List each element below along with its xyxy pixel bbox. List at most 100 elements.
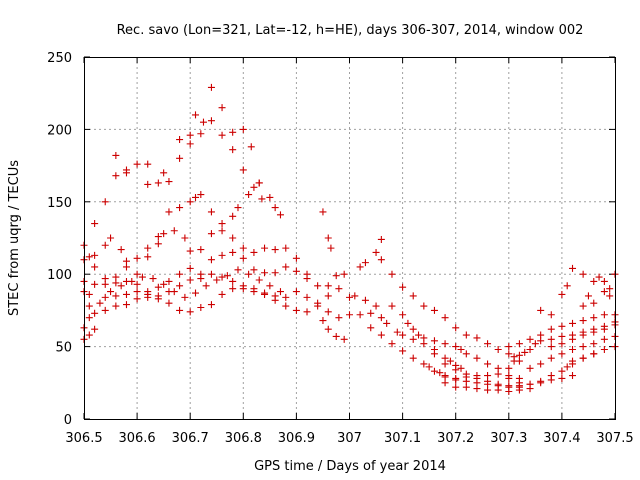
x-axis-label: GPS time / Days of year 2014 <box>254 459 446 474</box>
data-point <box>117 282 125 290</box>
data-point <box>122 301 130 309</box>
data-point <box>324 325 332 333</box>
data-point <box>192 289 200 297</box>
data-point <box>335 285 343 293</box>
data-point <box>154 179 162 187</box>
data-point <box>91 280 99 288</box>
data-point <box>160 280 168 288</box>
data-point <box>303 293 311 301</box>
data-point <box>176 270 184 278</box>
data-point <box>399 331 407 339</box>
data-point <box>346 293 353 301</box>
data-point <box>101 306 109 314</box>
data-point <box>367 324 375 332</box>
data-point <box>112 279 120 287</box>
data-point <box>218 227 226 235</box>
data-point <box>292 254 300 262</box>
data-point <box>255 179 263 187</box>
data-point <box>144 293 152 301</box>
data-point <box>521 348 529 356</box>
data-point <box>271 296 279 304</box>
data-point <box>569 319 577 327</box>
points-layer <box>80 83 619 395</box>
data-point <box>579 302 587 310</box>
data-point <box>218 104 226 112</box>
data-point <box>181 234 189 242</box>
data-point <box>558 367 566 375</box>
data-point <box>101 293 109 301</box>
data-point <box>271 269 279 277</box>
data-point <box>218 131 226 139</box>
data-point <box>144 180 152 188</box>
data-point <box>579 354 587 362</box>
data-point <box>255 276 263 284</box>
data-point <box>569 360 577 368</box>
data-point <box>409 292 417 300</box>
data-point <box>547 325 555 333</box>
data-point <box>399 347 407 355</box>
data-point <box>600 345 608 353</box>
data-point <box>258 195 266 203</box>
data-point <box>282 293 290 301</box>
data-point <box>452 374 460 382</box>
data-point <box>282 263 290 271</box>
data-point <box>229 146 237 154</box>
data-point <box>144 160 152 168</box>
y-tick-label: 0 <box>64 413 72 428</box>
data-point <box>128 277 136 285</box>
data-point <box>324 308 332 316</box>
data-point <box>346 311 353 319</box>
data-point <box>229 277 237 285</box>
data-point <box>457 345 465 353</box>
data-point <box>218 273 226 281</box>
data-point <box>261 244 269 252</box>
data-point <box>377 235 385 243</box>
data-point <box>526 380 534 388</box>
data-point <box>154 233 162 241</box>
data-point <box>197 130 205 138</box>
data-point <box>91 263 99 271</box>
x-tick-label: 306.8 <box>225 431 262 446</box>
data-point <box>101 241 109 249</box>
data-point <box>590 350 598 358</box>
data-point <box>356 311 364 319</box>
data-point <box>186 276 194 284</box>
data-point <box>122 290 130 298</box>
data-point <box>239 244 247 252</box>
data-point <box>276 288 284 296</box>
data-point <box>367 309 375 317</box>
data-point <box>388 340 396 348</box>
data-point <box>484 340 492 348</box>
x-tick-label: 306.7 <box>172 431 209 446</box>
data-point <box>192 193 200 201</box>
data-point <box>462 370 470 378</box>
data-point <box>383 319 391 327</box>
data-point <box>207 256 215 264</box>
data-point <box>332 332 340 340</box>
data-point <box>441 340 449 348</box>
data-point <box>547 372 555 380</box>
data-point <box>186 140 194 148</box>
data-point <box>229 128 237 136</box>
data-point <box>85 331 93 339</box>
data-point <box>85 290 93 298</box>
data-point <box>239 166 247 174</box>
data-point <box>420 334 428 342</box>
data-point <box>563 282 571 290</box>
data-point <box>600 335 608 343</box>
data-point <box>558 322 566 330</box>
data-point <box>505 350 513 358</box>
data-point <box>207 83 215 91</box>
data-point <box>160 169 168 177</box>
data-point <box>202 282 210 290</box>
data-point <box>96 299 104 307</box>
data-point <box>197 304 205 312</box>
data-point <box>595 273 603 281</box>
data-point <box>462 331 470 339</box>
data-point <box>133 280 141 288</box>
data-point <box>271 246 279 254</box>
data-point <box>457 364 465 372</box>
data-point <box>452 343 460 351</box>
data-point <box>133 160 141 168</box>
data-point <box>282 302 290 310</box>
